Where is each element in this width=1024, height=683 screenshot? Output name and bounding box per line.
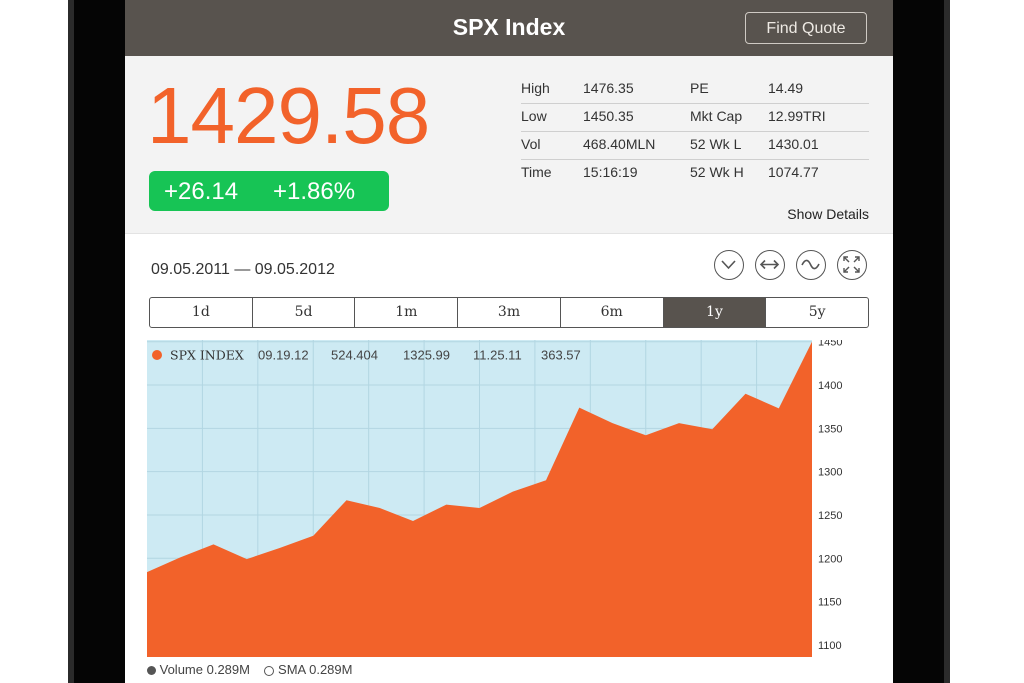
stat-value: 1430.01 xyxy=(768,136,819,152)
percent-change: +1.86% xyxy=(273,178,356,205)
sma-circle-icon xyxy=(264,665,275,676)
stats-row: Time 15:16:19 52 Wk H 1074.77 xyxy=(521,160,869,187)
tab-1d[interactable]: 1d xyxy=(150,298,253,327)
stat-label: High xyxy=(521,80,550,96)
tab-3m[interactable]: 3m xyxy=(458,298,561,327)
stat-label: PE xyxy=(690,80,709,96)
legend-value: 524.404 xyxy=(331,348,378,363)
tab-1m[interactable]: 1m xyxy=(355,298,459,327)
y-tick-label: 1400 xyxy=(818,380,842,392)
y-tick-label: 1450 xyxy=(818,340,842,349)
tab-5d[interactable]: 5d xyxy=(253,298,356,327)
legend-series-name: SPX INDEX xyxy=(170,348,244,363)
stat-value: 468.40MLN xyxy=(583,136,656,152)
price-chart[interactable]: 1100 1150 1200 1250 1300 1350 1400 1450 SPX IND… xyxy=(147,337,893,683)
app-header: SPX Index Find Quote xyxy=(125,0,893,56)
change-badge: +26.14 +1.86% xyxy=(149,171,389,211)
sma-label: SMA 0.289M xyxy=(278,662,353,677)
volume-label: Volume 0.289M xyxy=(159,662,250,677)
stat-label: Mkt Cap xyxy=(690,108,743,124)
stats-row: High 1476.35 PE 14.49 xyxy=(521,76,869,104)
stat-value: 14.49 xyxy=(768,80,804,96)
y-tick-label: 1200 xyxy=(818,553,842,565)
y-tick-label: 1100 xyxy=(818,640,842,652)
stat-value: 12.99TRI xyxy=(768,108,826,124)
expand-icon[interactable] xyxy=(837,250,867,280)
range-tabs: 1d 5d 1m 3m 6m 1y 5y xyxy=(149,297,869,328)
chart-svg: 1100 1150 1200 1250 1300 1350 1400 1450 SPX IND… xyxy=(147,337,842,657)
date-range: 09.05.2011 — 09.05.2012 xyxy=(151,261,335,278)
tab-6m[interactable]: 6m xyxy=(561,298,664,327)
stat-label: Vol xyxy=(521,136,541,152)
legend-date: 09.19.12 xyxy=(258,348,309,363)
quote-panel: 1429.58 +26.14 +1.86% High 1476.35 PE 14… xyxy=(125,56,893,234)
stats-row: Vol 468.40MLN 52 Wk L 1430.01 xyxy=(521,132,869,160)
legend-value: 363.57 xyxy=(541,348,581,363)
last-price: 1429.58 xyxy=(147,71,430,160)
y-axis-ticks: 1100 1150 1200 1250 1300 1350 1400 1450 xyxy=(818,337,842,652)
stat-value: 1074.77 xyxy=(768,164,819,180)
series-marker-icon xyxy=(152,350,162,360)
find-quote-button[interactable]: Find Quote xyxy=(745,12,867,44)
stat-value: 15:16:19 xyxy=(583,164,638,180)
stat-label: 52 Wk H xyxy=(690,164,744,180)
show-details-link[interactable]: Show Details xyxy=(787,206,869,222)
stat-label: Low xyxy=(521,108,547,124)
chart-footer-legend: Volume 0.289M SMA 0.289M xyxy=(147,662,352,677)
horizontal-arrows-icon[interactable] xyxy=(755,250,785,280)
app-screen: SPX Index Find Quote 1429.58 +26.14 +1.8… xyxy=(125,0,893,683)
legend-value: 1325.99 xyxy=(403,348,450,363)
page-title: SPX Index xyxy=(452,14,566,40)
chevron-down-icon[interactable] xyxy=(714,250,744,280)
tab-5y[interactable]: 5y xyxy=(808,304,826,320)
stat-value: 1476.35 xyxy=(583,80,634,96)
tab-1y[interactable]: 1y xyxy=(663,298,767,327)
stat-value: 1450.35 xyxy=(583,108,634,124)
price-area xyxy=(147,341,812,657)
stat-label: Time xyxy=(521,164,552,180)
y-tick-label: 1350 xyxy=(818,423,842,435)
y-tick-label: 1250 xyxy=(818,510,842,522)
stats-row: Low 1450.35 Mkt Cap 12.99TRI xyxy=(521,104,869,132)
y-tick-label: 1150 xyxy=(818,597,842,609)
stat-label: 52 Wk L xyxy=(690,136,742,152)
price-change: +26.14 xyxy=(164,178,239,205)
volume-dot-icon xyxy=(147,666,156,676)
legend-date: 11.25.11 xyxy=(473,348,522,363)
y-tick-label: 1300 xyxy=(818,467,842,479)
stats-table: High 1476.35 PE 14.49 Low 1450.35 Mkt Ca… xyxy=(521,76,869,187)
wave-icon[interactable] xyxy=(796,250,826,280)
